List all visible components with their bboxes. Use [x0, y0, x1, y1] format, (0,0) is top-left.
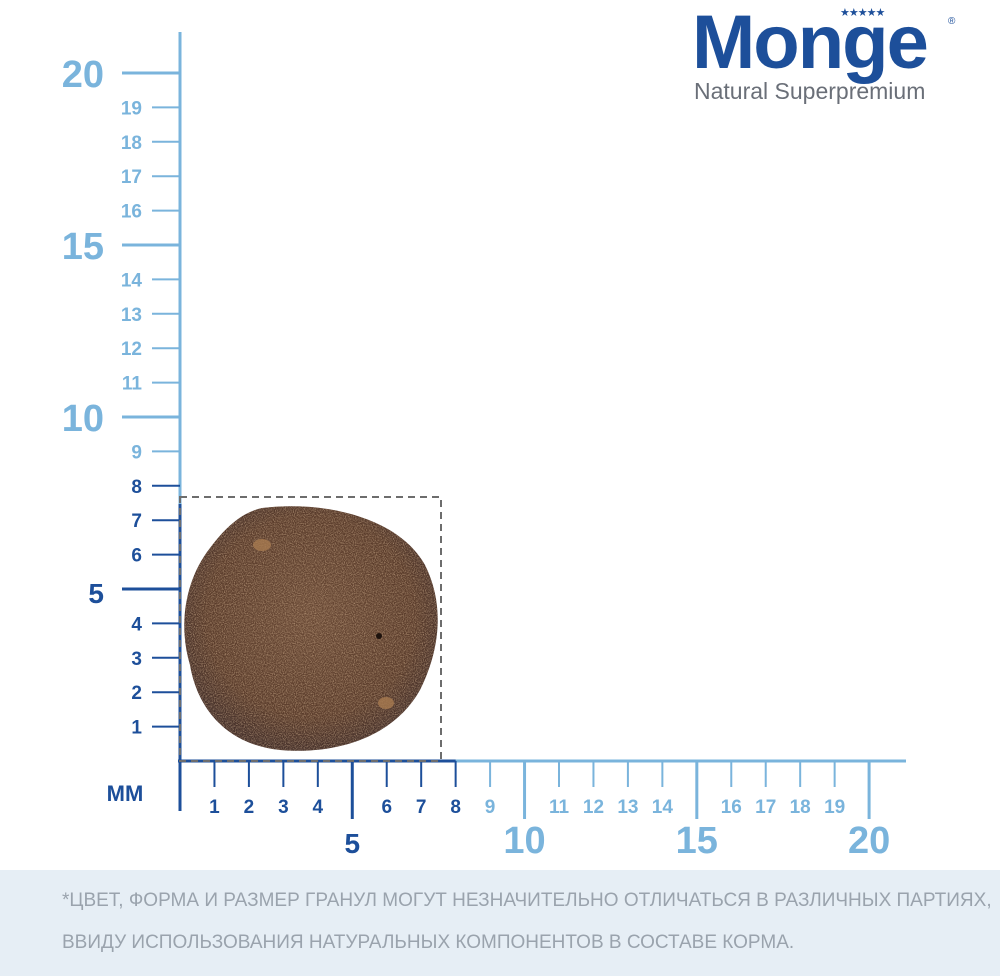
x-tick-label: 17	[755, 797, 776, 818]
x-tick-label: 19	[824, 797, 845, 818]
brand-tagline: Natural Superpremium	[694, 78, 926, 104]
y-tick-label: 16	[121, 202, 142, 223]
unit-label: ММ	[107, 781, 144, 806]
x-tick-label: 2	[244, 797, 255, 818]
y-tick-label: 19	[121, 98, 142, 119]
y-major-label: 5	[88, 578, 104, 609]
y-tick-label: 9	[131, 442, 142, 463]
x-tick-label: 11	[549, 797, 570, 818]
x-tick-label: 18	[790, 797, 811, 818]
y-major-label: 20	[62, 54, 104, 96]
brand-logo: Monge ★★★★★ ® Natural Superpremium	[692, 0, 962, 104]
brand-stars: ★★★★★	[840, 7, 885, 19]
y-tick-label: 12	[121, 339, 142, 360]
x-tick-label: 3	[278, 797, 289, 818]
disclaimer-line-1: *ЦВЕТ, ФОРМА И РАЗМЕР ГРАНУЛ МОГУТ НЕЗНА…	[62, 890, 992, 911]
y-major-label: 15	[62, 226, 104, 268]
x-tick-label: 6	[381, 797, 392, 818]
x-major-label: 20	[848, 820, 890, 862]
y-tick-label: 7	[131, 511, 142, 532]
x-tick-label: 9	[485, 797, 496, 818]
y-tick-label: 1	[131, 718, 142, 739]
y-major-label: 10	[62, 398, 104, 440]
disclaimer-footer: *ЦВЕТ, ФОРМА И РАЗМЕР ГРАНУЛ МОГУТ НЕЗНА…	[0, 870, 1000, 976]
kibble-texture	[184, 506, 438, 751]
y-tick-label: 2	[131, 683, 142, 704]
size-ruler: 1 2 3 4 6 7 8 9 11 12 13 14 16 17 18 195 10 15 20123467891…	[62, 32, 906, 862]
y-tick-label: 8	[131, 477, 142, 498]
y-tick-label: 18	[121, 133, 142, 154]
axis-labels: 1 2 3 4 6 7 8 9 11 12 13 14 16 17 18 195 10 15 20123467891…	[62, 54, 891, 862]
x-tick-label: 7	[416, 797, 427, 818]
brand-name: Monge	[692, 0, 929, 85]
x-major-label: 5	[344, 828, 360, 859]
kibble-speck	[378, 697, 394, 709]
y-tick-label: 13	[121, 305, 142, 326]
x-tick-label: 13	[617, 797, 638, 818]
registered-mark: ®	[948, 16, 956, 27]
kibble-sample	[184, 506, 438, 751]
kibble-pit	[376, 633, 382, 639]
x-tick-label: 8	[450, 797, 461, 818]
kibble-speck	[253, 539, 271, 551]
x-major-label: 10	[503, 820, 545, 862]
kibble-bounding-box	[179, 496, 442, 762]
y-tick-label: 11	[122, 374, 143, 395]
x-tick-label: 12	[583, 797, 604, 818]
x-tick-label: 16	[721, 797, 742, 818]
x-tick-label: 14	[652, 797, 674, 818]
x-major-label: 15	[676, 820, 718, 862]
y-tick-label: 3	[131, 649, 142, 670]
x-tick-label: 4	[313, 797, 324, 818]
y-tick-label: 17	[121, 167, 142, 188]
y-tick-label: 4	[131, 614, 142, 635]
x-tick-label: 1	[209, 797, 220, 818]
disclaimer-line-2: ВВИДУ ИСПОЛЬЗОВАНИЯ НАТУРАЛЬНЫХ КОМПОНЕН…	[62, 932, 795, 953]
y-tick-label: 14	[121, 270, 143, 291]
y-tick-label: 6	[131, 546, 142, 567]
